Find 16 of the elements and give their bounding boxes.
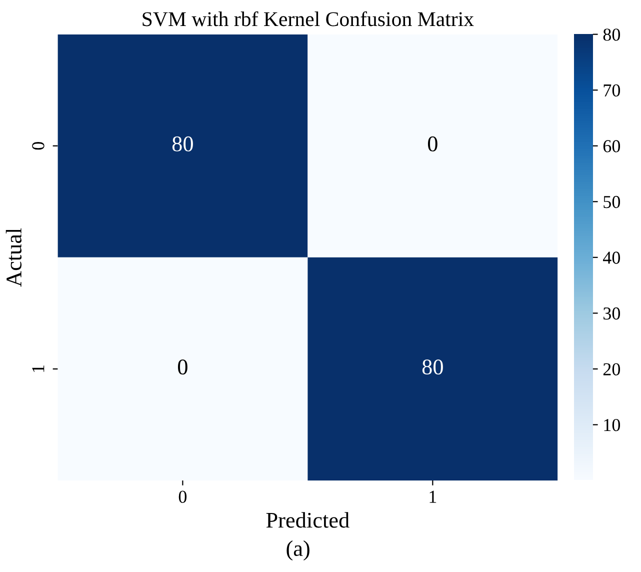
color-bar-label: 80 (603, 28, 620, 41)
x-axis-title: Predicted (266, 512, 350, 528)
color-bar-label: 50 (604, 196, 620, 208)
color-bar-label: 30 (604, 307, 620, 320)
text: (a) (286, 540, 310, 561)
data-label: 80 (172, 136, 193, 152)
data-label: 0 (428, 136, 438, 152)
color-bar-label: 10 (604, 418, 620, 432)
color-bar-label: 20 (603, 363, 620, 376)
chart-title: SVM with rbf Kernel Confusion Matrix (142, 11, 474, 26)
data-label: 80 (422, 360, 443, 375)
color-bar-label: 40 (603, 252, 620, 264)
data-label: 0 (178, 360, 188, 375)
y-axis-title: Actual (6, 228, 22, 287)
color-bar-label: 70 (604, 84, 620, 97)
color-bar-label: 60 (603, 140, 620, 152)
